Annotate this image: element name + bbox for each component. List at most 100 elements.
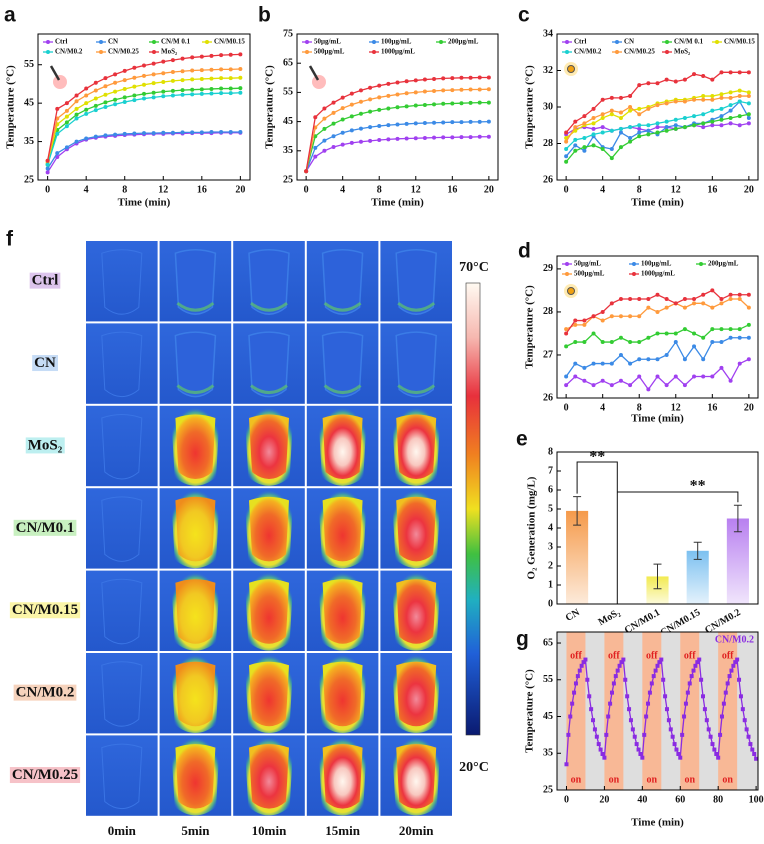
x-axis-title: Time (min) <box>118 197 171 209</box>
marker <box>695 660 700 665</box>
bar <box>726 518 749 604</box>
legend-label: CN <box>624 38 634 46</box>
y-tick-label: 28 <box>543 138 553 149</box>
vial <box>391 571 441 651</box>
marker <box>450 88 455 93</box>
marker <box>386 81 391 86</box>
vial-heat <box>249 414 289 479</box>
vial-outline <box>101 578 143 645</box>
column-label: 0min <box>108 823 137 838</box>
y-axis-title: Temperature (°C) <box>5 65 17 149</box>
error-bar <box>733 504 742 533</box>
marker <box>103 100 108 105</box>
legend-label: MoS₂ <box>674 48 690 56</box>
marker <box>349 128 354 133</box>
marker <box>728 378 733 383</box>
marker <box>570 701 575 706</box>
x-tick-label: 16 <box>707 402 717 413</box>
marker <box>55 151 60 156</box>
marker <box>609 383 614 388</box>
marker <box>74 93 79 98</box>
marker <box>340 130 345 135</box>
marker <box>228 86 233 91</box>
y-tick-label: 7 <box>548 465 553 476</box>
x-tick-label: 8 <box>637 184 642 195</box>
legend-marker <box>615 50 619 54</box>
thermal-image <box>86 241 158 322</box>
marker <box>161 71 166 76</box>
marker <box>746 734 751 739</box>
marker <box>692 297 697 302</box>
on-label: on <box>684 774 695 785</box>
vial-outline <box>248 331 290 398</box>
legend-label: 200μg/mL <box>448 38 479 46</box>
marker <box>625 694 630 699</box>
plot-frame <box>556 255 759 399</box>
legend-label: 500μg/mL <box>314 48 345 56</box>
column-label: 5min <box>181 823 210 838</box>
marker <box>228 67 233 72</box>
vial <box>244 571 294 651</box>
y-tick-label: 35 <box>543 748 553 759</box>
marker <box>737 88 742 93</box>
marker <box>697 657 702 662</box>
marker <box>358 88 363 93</box>
marker <box>676 751 681 756</box>
vial <box>395 248 437 315</box>
marker <box>685 690 690 695</box>
marker <box>103 84 108 89</box>
marker <box>609 112 614 117</box>
marker <box>637 112 642 117</box>
marker <box>340 95 345 100</box>
column-label: 15min <box>325 823 360 838</box>
marker <box>628 383 633 388</box>
marker <box>199 87 204 92</box>
marker <box>655 374 660 379</box>
marker <box>45 170 50 175</box>
marker <box>180 78 185 83</box>
x-tick-label: CN <box>564 607 583 624</box>
marker <box>132 131 137 136</box>
y-tick-label: 65 <box>283 57 293 68</box>
vial-heat <box>396 744 437 809</box>
vial-warm-arc <box>397 384 436 395</box>
y-tick-label: 26 <box>543 174 553 185</box>
vial <box>248 331 290 398</box>
vial <box>318 736 367 816</box>
series-line <box>47 92 241 165</box>
marker <box>692 123 697 128</box>
legend-label: Ctrl <box>55 38 67 46</box>
bar <box>646 576 669 604</box>
marker <box>468 135 473 140</box>
marker <box>701 374 706 379</box>
marker <box>646 357 651 362</box>
marker <box>64 124 69 129</box>
marker <box>714 751 719 756</box>
vial-warm-arc <box>176 384 215 395</box>
marker <box>609 156 614 161</box>
panel-letter: b <box>258 4 271 27</box>
marker <box>413 136 418 141</box>
vial-outline <box>101 661 143 727</box>
plot-frame <box>37 33 251 181</box>
marker <box>583 657 588 662</box>
marker <box>564 146 569 151</box>
marker <box>637 357 642 362</box>
x-tick-label: 20 <box>744 184 754 195</box>
marker <box>170 78 175 83</box>
marker <box>628 108 633 113</box>
y-tick-label: 25 <box>543 784 553 795</box>
marker <box>151 81 156 86</box>
marker <box>468 119 473 124</box>
marker <box>413 103 418 108</box>
vial <box>318 407 367 486</box>
marker <box>673 374 678 379</box>
marker <box>358 139 363 144</box>
legend-marker <box>152 40 156 44</box>
marker <box>404 79 409 84</box>
marker <box>666 718 671 723</box>
off-label: off <box>722 650 734 661</box>
vial-heat <box>396 579 437 644</box>
marker <box>719 106 724 111</box>
marker <box>180 88 185 93</box>
